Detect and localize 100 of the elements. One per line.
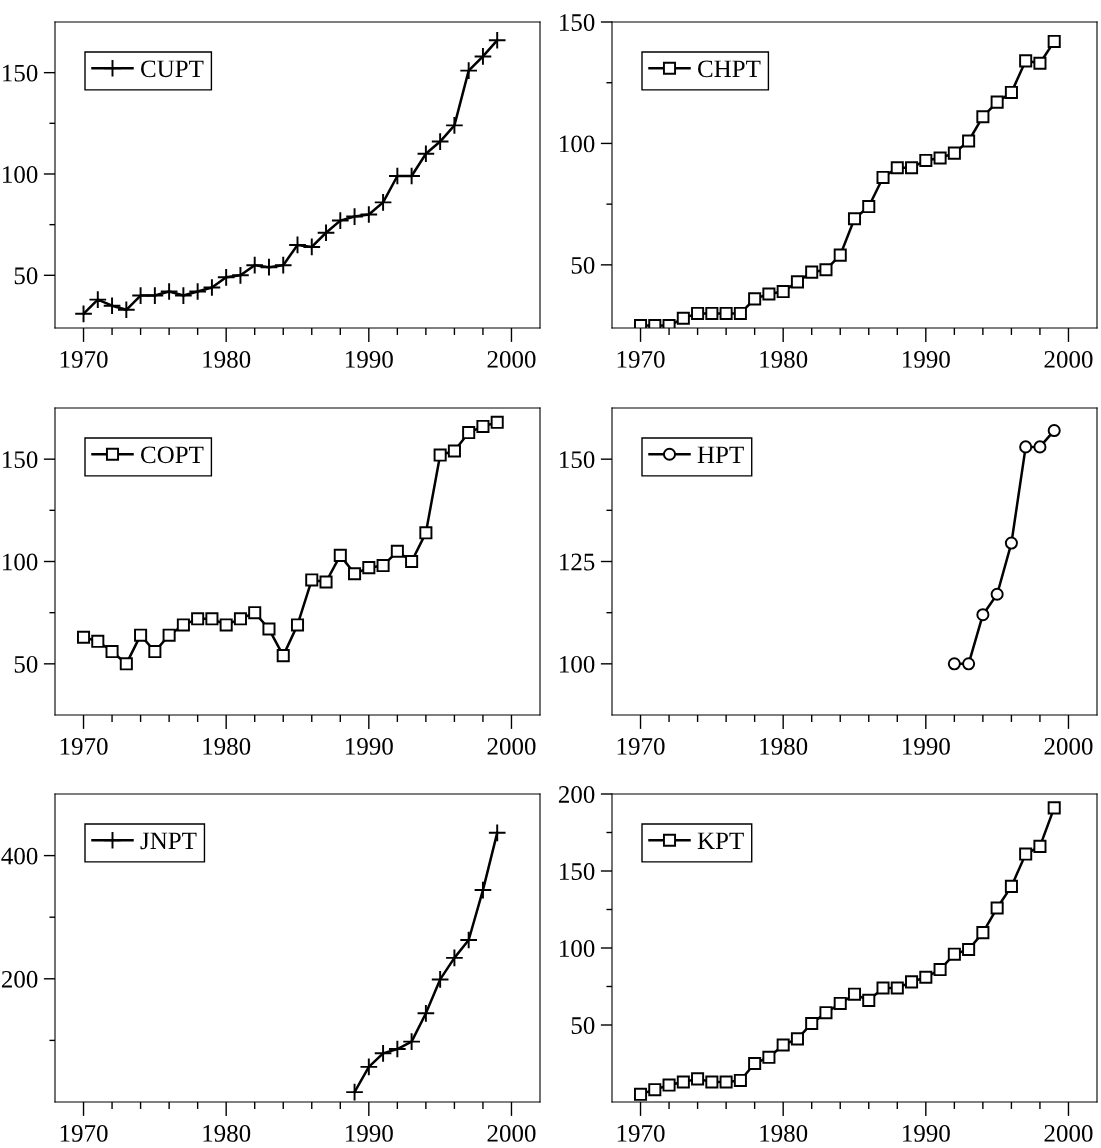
x-tick-label: 1980 bbox=[203, 1124, 251, 1142]
point bbox=[919, 153, 933, 167]
point bbox=[131, 286, 150, 305]
point bbox=[847, 212, 862, 226]
point bbox=[833, 996, 847, 1010]
x-tick-label: 1990 bbox=[903, 350, 950, 368]
point bbox=[148, 645, 162, 659]
point bbox=[947, 657, 961, 671]
point bbox=[373, 193, 393, 212]
legend-label: HPT bbox=[697, 446, 744, 463]
legend-label: JNPT bbox=[140, 832, 197, 850]
point bbox=[762, 287, 776, 301]
point bbox=[91, 634, 105, 648]
point bbox=[245, 255, 265, 275]
y-tick-label: 50 bbox=[14, 655, 38, 673]
point bbox=[359, 205, 379, 224]
y-tick-label: 100 bbox=[560, 655, 595, 673]
x-tick-label: 1980 bbox=[760, 350, 808, 368]
point bbox=[134, 628, 148, 642]
point bbox=[219, 618, 233, 632]
point bbox=[919, 970, 933, 984]
point bbox=[362, 561, 376, 575]
x-tick-label: 1970 bbox=[60, 1124, 108, 1142]
point bbox=[77, 630, 91, 644]
point bbox=[290, 618, 305, 632]
point bbox=[733, 306, 747, 320]
point bbox=[705, 1075, 719, 1089]
y-tick-label: 100 bbox=[3, 166, 38, 183]
point bbox=[905, 161, 919, 175]
point bbox=[933, 963, 947, 977]
point bbox=[1019, 440, 1033, 454]
x-tick-label: 2000 bbox=[1044, 350, 1093, 368]
point bbox=[976, 110, 990, 124]
point bbox=[648, 1083, 662, 1097]
legend-label: CHPT bbox=[698, 60, 761, 78]
point bbox=[862, 200, 876, 214]
x-tick-label: 1990 bbox=[903, 737, 950, 755]
x-tick-label: 2000 bbox=[487, 737, 536, 755]
y-tick-label: 150 bbox=[560, 863, 595, 880]
x-tick-label: 1970 bbox=[617, 737, 665, 755]
y-tick-label: 200 bbox=[558, 786, 595, 803]
point bbox=[1004, 85, 1018, 99]
point bbox=[819, 1006, 833, 1020]
point bbox=[176, 618, 190, 632]
point bbox=[876, 170, 890, 184]
point bbox=[416, 1003, 436, 1023]
point bbox=[748, 292, 762, 306]
x-tick-label: 2000 bbox=[487, 350, 536, 368]
point bbox=[262, 622, 276, 636]
point bbox=[319, 575, 333, 589]
y-tick-label: 150 bbox=[3, 64, 38, 82]
x-tick-label: 1990 bbox=[903, 1124, 950, 1142]
point bbox=[790, 275, 804, 289]
x-tick-label: 1990 bbox=[346, 1124, 393, 1142]
point bbox=[216, 268, 236, 287]
x-tick-label: 1990 bbox=[346, 737, 393, 755]
y-tick-label: 400 bbox=[1, 847, 38, 865]
point bbox=[876, 981, 890, 995]
point bbox=[691, 1072, 705, 1086]
y-tick-label: 50 bbox=[14, 267, 38, 285]
x-tick-label: 1970 bbox=[617, 350, 665, 368]
point bbox=[990, 95, 1004, 109]
point bbox=[1033, 839, 1047, 853]
point bbox=[373, 1044, 393, 1063]
point bbox=[805, 1016, 819, 1030]
x-tick-label: 1980 bbox=[203, 350, 251, 368]
point bbox=[676, 311, 690, 325]
point bbox=[459, 61, 478, 80]
point bbox=[776, 285, 790, 299]
point bbox=[445, 116, 464, 135]
point bbox=[402, 1032, 421, 1051]
point bbox=[159, 282, 179, 301]
point bbox=[430, 970, 450, 989]
point bbox=[905, 975, 919, 989]
point bbox=[119, 657, 133, 671]
point bbox=[231, 266, 250, 285]
x-tick-label: 1990 bbox=[346, 350, 393, 368]
point bbox=[416, 144, 436, 164]
point bbox=[805, 265, 819, 279]
point bbox=[459, 930, 478, 950]
point bbox=[105, 645, 119, 659]
point bbox=[405, 554, 419, 569]
legend-label: CUPT bbox=[141, 60, 204, 78]
point bbox=[976, 608, 990, 622]
point bbox=[890, 161, 904, 175]
point bbox=[1033, 56, 1047, 70]
point bbox=[316, 223, 336, 243]
x-tick-label: 2000 bbox=[487, 1124, 536, 1142]
y-tick-label: 150 bbox=[3, 451, 38, 469]
point bbox=[390, 544, 404, 558]
x-tick-label: 1970 bbox=[60, 737, 108, 755]
y-tick-label: 100 bbox=[560, 135, 595, 153]
x-tick-label: 1980 bbox=[760, 737, 808, 755]
point bbox=[847, 987, 862, 1001]
point bbox=[388, 1039, 407, 1059]
y-tick-label: 50 bbox=[571, 256, 595, 274]
point bbox=[1047, 34, 1061, 48]
legend-label: KPT bbox=[697, 832, 744, 849]
point bbox=[359, 1057, 379, 1077]
point bbox=[962, 943, 976, 957]
